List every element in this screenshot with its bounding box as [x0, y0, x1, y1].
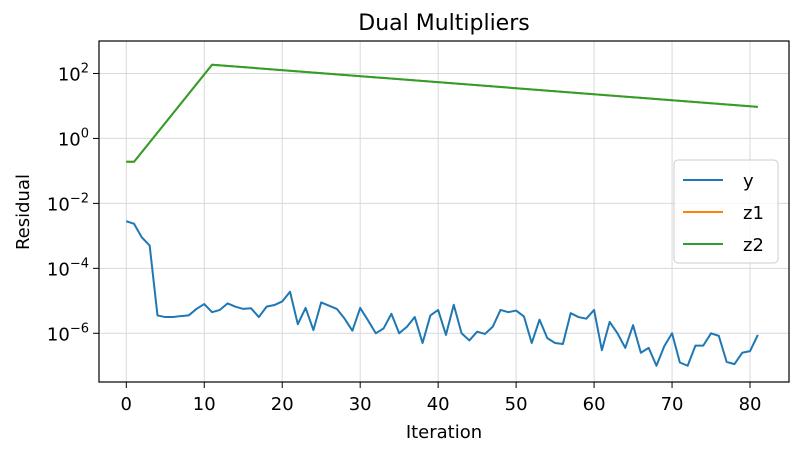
y-tick-label: 10−6: [47, 321, 89, 345]
legend-label-z1: z1: [743, 203, 764, 224]
legend-label-y: y: [743, 171, 754, 192]
y-tick-exponent: 0: [81, 126, 89, 141]
series-line-y: [125, 220, 759, 367]
y-tick-label: 102: [58, 61, 89, 85]
y-tick-base: 10: [58, 129, 81, 150]
y-tick-base: 10: [47, 194, 70, 215]
x-tick-label: 10: [193, 394, 216, 415]
plot-area-frame: [98, 40, 790, 383]
y-tick-base: 10: [47, 324, 70, 345]
x-tick-label: 20: [271, 394, 294, 415]
x-tick-label: 80: [739, 394, 762, 415]
y-tick-label: 100: [58, 126, 89, 150]
y-axis-label: Residual: [13, 174, 34, 250]
series-layer: [125, 63, 759, 367]
y-tick-label: 10−2: [47, 191, 89, 215]
x-axis-ticks: 0 10 20 30 40 50 60 70 80: [121, 382, 762, 415]
x-axis-label: Iteration: [406, 422, 482, 443]
y-tick-base: 10: [47, 259, 70, 280]
legend-box: [673, 159, 779, 264]
legend: y z1 z2: [673, 159, 779, 264]
y-tick-exponent: 2: [81, 61, 89, 76]
x-tick-label: 0: [121, 394, 132, 415]
y-tick-exponent: −2: [70, 191, 89, 206]
y-tick-base: 10: [58, 64, 81, 85]
x-tick-label: 30: [349, 394, 372, 415]
y-tick-exponent: −6: [70, 321, 89, 336]
x-tick-label: 60: [583, 394, 606, 415]
y-tick-label: 10−4: [47, 256, 89, 280]
series-line-z2: [126, 63, 758, 163]
x-tick-label: 70: [661, 394, 684, 415]
x-tick-label: 40: [427, 394, 450, 415]
grid-layer: [99, 41, 789, 382]
y-tick-exponent: −4: [70, 256, 89, 271]
x-tick-label: 50: [505, 394, 528, 415]
legend-label-z2: z2: [743, 235, 764, 256]
chart-title: Dual Multipliers: [358, 11, 529, 36]
